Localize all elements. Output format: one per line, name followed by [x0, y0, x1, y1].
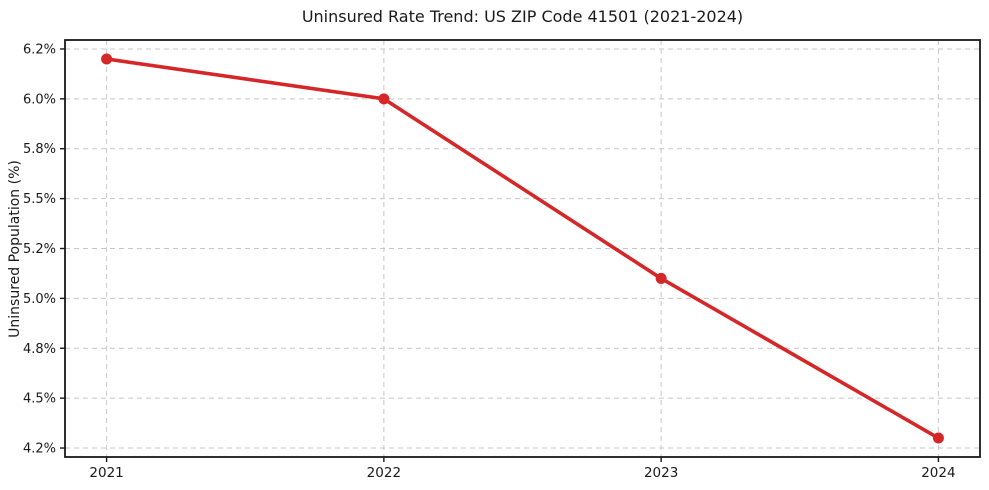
- y-tick-label: 4.5%: [23, 392, 56, 407]
- data-point-2022: [378, 93, 390, 105]
- data-point-2024: [932, 432, 944, 444]
- data-point-2021: [101, 53, 113, 65]
- data-point-2023: [655, 272, 667, 284]
- x-tick-label: 2024: [921, 465, 955, 481]
- y-tick-label: 5.2%: [23, 242, 56, 257]
- x-tick-label: 2023: [644, 465, 678, 481]
- chart-title: Uninsured Rate Trend: US ZIP Code 41501 …: [301, 7, 744, 26]
- trend-line: [104, 57, 941, 440]
- y-tick-label: 6.2%: [23, 42, 56, 57]
- y-tick-label: 4.8%: [23, 342, 56, 357]
- y-tick-label: 5.8%: [23, 142, 56, 157]
- x-tick-label: 2022: [367, 465, 401, 481]
- y-tick-label: 5.0%: [23, 292, 56, 307]
- y-tick-label: 6.0%: [23, 92, 56, 107]
- plot-border: [64, 39, 981, 458]
- y-tick-label: 5.5%: [23, 192, 56, 207]
- x-tick-label: 2021: [89, 465, 123, 481]
- y-tick-label: 4.2%: [23, 442, 56, 457]
